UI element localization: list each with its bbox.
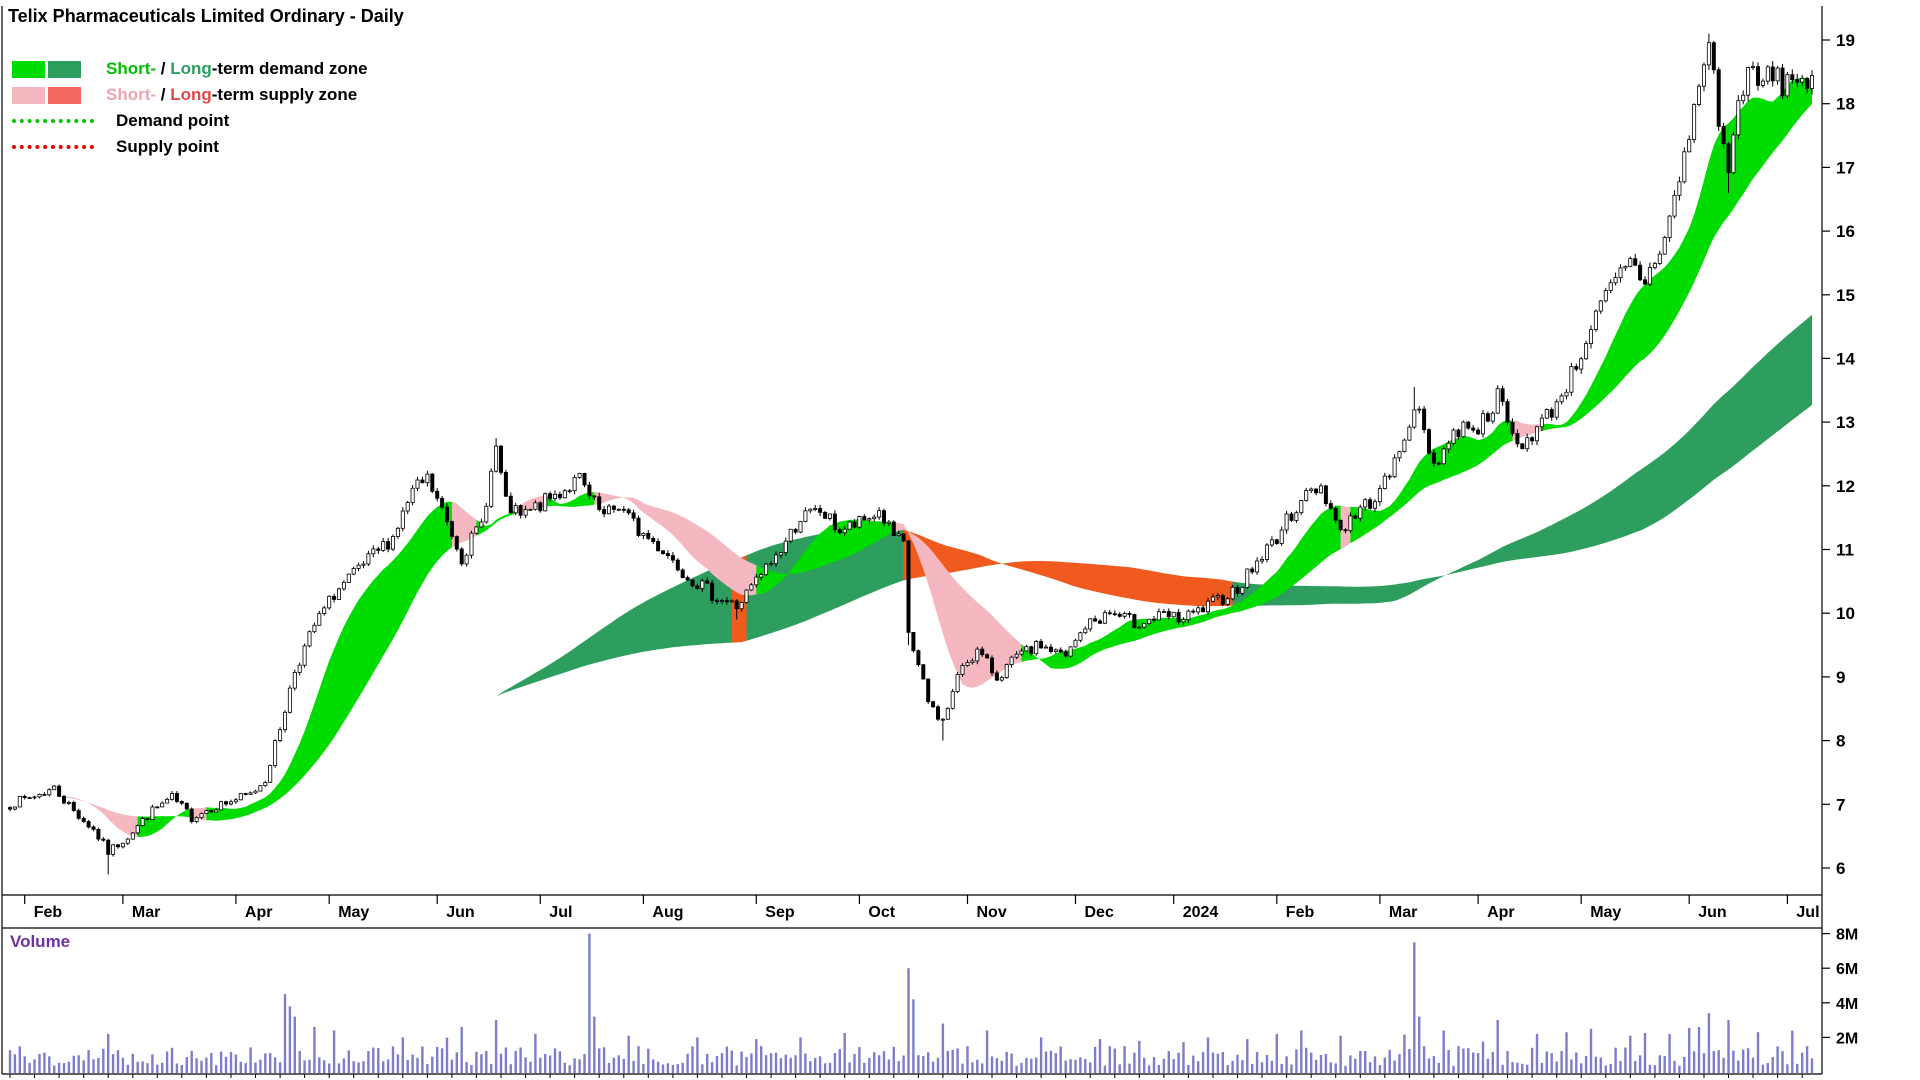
svg-text:19: 19 <box>1836 31 1855 50</box>
volume-panel-label: Volume <box>10 932 71 951</box>
svg-text:11: 11 <box>1836 541 1854 560</box>
long-demand-swatch <box>48 60 81 78</box>
svg-text:15: 15 <box>1836 286 1855 305</box>
legend-supply-zone: Short- / Long-term supply zone <box>12 82 368 108</box>
legend-demand-zone-text: Short- / Long-term demand zone <box>106 59 368 79</box>
legend-demand-point-label: Demand point <box>116 111 230 130</box>
svg-text:6: 6 <box>1836 859 1845 878</box>
svg-text:Apr: Apr <box>245 904 273 921</box>
legend-supply-short-label: Short- <box>106 85 157 104</box>
svg-text:13: 13 <box>1836 413 1855 432</box>
svg-text:12: 12 <box>1836 477 1855 496</box>
svg-text:4M: 4M <box>1836 996 1858 1013</box>
svg-text:Jul: Jul <box>549 904 572 921</box>
svg-text:7: 7 <box>1836 795 1845 814</box>
svg-text:Aug: Aug <box>652 904 683 921</box>
legend-demand-point: Demand point <box>12 108 368 134</box>
short-supply-swatch <box>12 86 45 104</box>
svg-text:Feb: Feb <box>1286 904 1315 921</box>
svg-text:9: 9 <box>1836 668 1845 687</box>
legend-supply-zone-text: Short- / Long-term supply zone <box>106 85 357 105</box>
svg-text:17: 17 <box>1836 158 1855 177</box>
legend-demand-zone: Short- / Long-term demand zone <box>12 56 368 82</box>
demand-point-dotted-line <box>12 119 94 123</box>
legend-supply-sep: / <box>156 85 171 104</box>
supply-point-dotted-line <box>12 145 94 149</box>
svg-text:Jun: Jun <box>1698 904 1726 921</box>
legend-supply-point-label: Supply point <box>116 137 219 156</box>
short-demand-swatch <box>12 60 45 78</box>
svg-text:Jun: Jun <box>446 904 474 921</box>
svg-text:Feb: Feb <box>34 904 63 921</box>
svg-text:Mar: Mar <box>132 904 160 921</box>
svg-text:Dec: Dec <box>1085 904 1114 921</box>
svg-text:Apr: Apr <box>1487 904 1515 921</box>
svg-text:May: May <box>1590 904 1621 921</box>
svg-text:2M: 2M <box>1836 1030 1858 1047</box>
legend-demand-sep: / <box>156 59 171 78</box>
legend-demand-suffix: -term demand zone <box>211 59 368 78</box>
svg-text:16: 16 <box>1836 222 1855 241</box>
svg-text:Oct: Oct <box>868 904 895 921</box>
svg-text:6M: 6M <box>1836 961 1858 978</box>
svg-text:10: 10 <box>1836 604 1855 623</box>
legend-demand-short-label: Short- <box>106 59 157 78</box>
legend-supply-point: Supply point <box>12 134 368 160</box>
svg-text:Sep: Sep <box>765 904 795 921</box>
svg-text:8: 8 <box>1836 732 1845 751</box>
svg-text:2024: 2024 <box>1183 904 1219 921</box>
chart-title: Telix Pharmaceuticals Limited Ordinary -… <box>8 6 404 26</box>
svg-text:May: May <box>338 904 369 921</box>
svg-text:8M: 8M <box>1836 927 1858 944</box>
svg-text:Nov: Nov <box>977 904 1007 921</box>
chart-legend: Short- / Long-term demand zone Short- / … <box>12 56 368 160</box>
legend-demand-long-label: Long <box>170 59 212 78</box>
svg-text:14: 14 <box>1836 349 1855 368</box>
long-supply-swatch <box>48 86 81 104</box>
svg-text:18: 18 <box>1836 95 1855 114</box>
svg-text:Jul: Jul <box>1796 904 1819 921</box>
legend-supply-suffix: -term supply zone <box>211 85 358 104</box>
legend-supply-long-label: Long <box>170 85 212 104</box>
svg-text:Mar: Mar <box>1389 904 1417 921</box>
